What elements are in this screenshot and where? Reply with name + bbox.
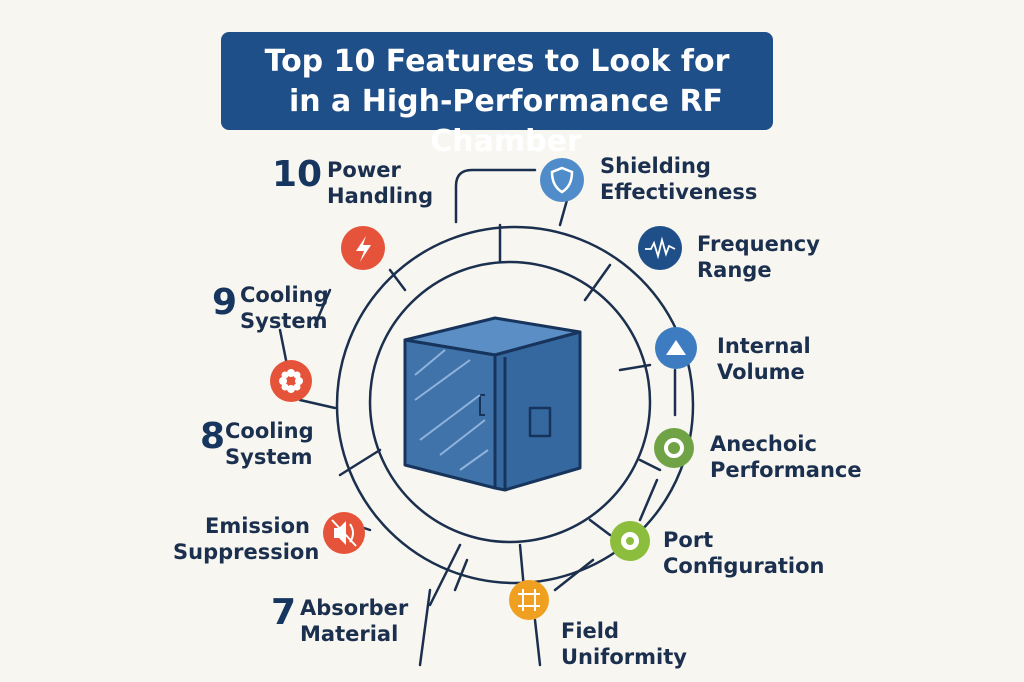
muted-speaker-icon — [323, 512, 365, 554]
feature-anechoic-performance: Anechoic Performance — [710, 431, 862, 483]
label-line: Volume — [717, 360, 805, 384]
feature-number-9: 9 — [212, 282, 238, 323]
fan-icon — [270, 360, 312, 402]
label-line: Uniformity — [561, 645, 687, 669]
feature-power-handling: Power Handling — [327, 157, 433, 209]
label-line: Effectiveness — [600, 180, 758, 204]
rf-chamber-cube-icon — [403, 316, 582, 492]
outer-ring — [335, 225, 695, 585]
label-line: Emission — [205, 514, 310, 538]
label-line: Anechoic — [710, 432, 817, 456]
lightning-bolt-icon — [341, 226, 385, 270]
label-line: Suppression — [173, 540, 320, 564]
feature-absorber-material: Absorber Material — [300, 595, 408, 647]
label-line: Handling — [327, 184, 434, 208]
label-line: Configuration — [663, 554, 825, 578]
triangle-icon — [655, 327, 697, 369]
feature-cooling-system-8: Cooling System — [225, 418, 314, 470]
ring-icon — [654, 428, 694, 468]
label-line: Shielding — [600, 154, 711, 178]
title-banner: Top 10 Features to Look for in a High-Pe… — [221, 32, 773, 159]
label-line: Cooling — [240, 283, 329, 307]
feature-frequency-range: Frequency Range — [697, 231, 820, 283]
label-line: Material — [300, 622, 399, 646]
waveform-icon — [638, 226, 682, 270]
shield-icon — [540, 158, 584, 202]
feature-number-8: 8 — [200, 416, 226, 457]
label-line: Power — [327, 158, 401, 182]
inner-ring — [368, 260, 652, 544]
feature-number-10: 10 — [272, 154, 323, 195]
feature-number-7: 7 — [271, 592, 297, 633]
feature-cooling-system-9: Cooling System — [240, 282, 329, 334]
title-line-1: Top 10 Features to Look for — [264, 44, 730, 79]
title-line-2: in a High-Performance RF Chamber — [288, 84, 724, 159]
label-line: Frequency — [697, 232, 820, 256]
target-icon — [610, 521, 650, 561]
connector-lines — [278, 198, 677, 667]
grid-plus-icon — [509, 580, 549, 620]
label-line: Field — [561, 619, 620, 643]
label-line: Internal — [717, 334, 811, 358]
label-line: Port — [663, 528, 714, 552]
feature-port-configuration: Port Configuration — [663, 527, 824, 579]
feature-emission-suppression: Emission Suppression — [173, 513, 320, 565]
label-line: System — [225, 445, 313, 469]
feature-shielding-effectiveness: Shielding Effectiveness — [600, 153, 757, 205]
feature-field-uniformity: Field Uniformity — [561, 618, 687, 670]
feature-internal-volume: Internal Volume — [717, 333, 811, 385]
connector — [454, 168, 537, 224]
label-line: Performance — [710, 458, 862, 482]
label-line: System — [240, 309, 328, 333]
label-line: Absorber — [300, 596, 409, 620]
label-line: Range — [697, 258, 772, 282]
label-line: Cooling — [225, 419, 314, 443]
